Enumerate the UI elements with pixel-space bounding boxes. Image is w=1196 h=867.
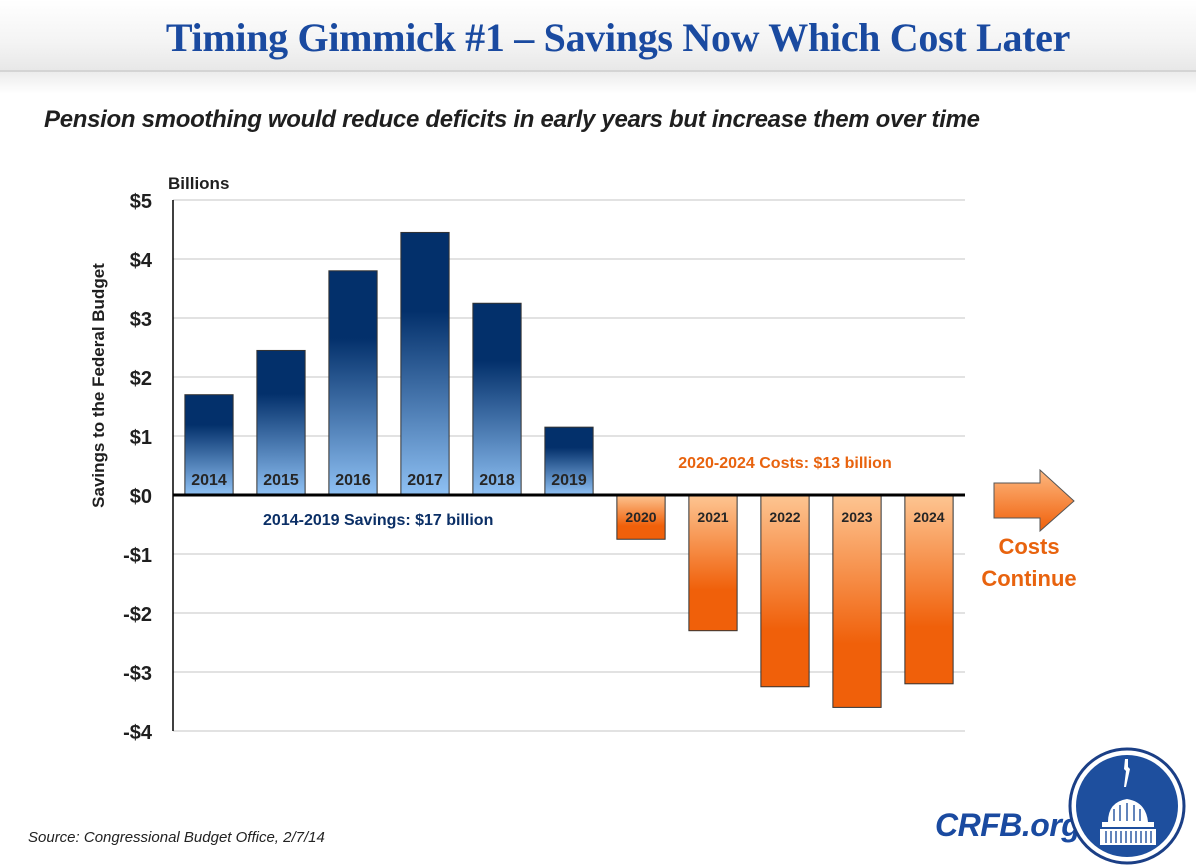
y-tick-label: -$1 — [123, 545, 152, 567]
y-tick-label: $1 — [130, 427, 152, 449]
y-tick-label: -$3 — [123, 663, 152, 685]
y-tick-label: $2 — [130, 368, 152, 390]
y-tick-label: $0 — [130, 486, 152, 508]
y-tick-label: -$4 — [123, 722, 153, 744]
bar-2017 — [400, 231, 450, 496]
savings-annotation: 2014-2019 Savings: $17 billion — [263, 512, 493, 529]
bar-2024 — [904, 494, 954, 685]
costs-continue-annotation-line2: Continue — [981, 566, 1076, 591]
bar-2023 — [832, 494, 882, 708]
right-arrow-icon — [993, 468, 1075, 533]
costs-annotation: 2020-2024 Costs: $13 billion — [678, 455, 891, 472]
y-tick-label: $3 — [130, 309, 152, 331]
bar-2016 — [328, 270, 378, 496]
bar-year-label: 2022 — [769, 509, 800, 525]
bar-year-label: 2021 — [697, 509, 728, 525]
bar-year-label: 2024 — [913, 509, 944, 525]
bar-2022 — [760, 494, 810, 688]
costs-continue-annotation-line1: Costs — [998, 534, 1059, 559]
bar-year-label: 2015 — [263, 472, 299, 489]
bar-year-label: 2018 — [479, 472, 515, 489]
y-axis-ticks: $5 $4 $3 $2 $1 $0 -$1 -$2 -$3 -$4 — [123, 191, 153, 744]
bar-year-label: 2014 — [191, 472, 227, 489]
brand-link[interactable]: CRFB.org — [935, 807, 1081, 843]
chart-subtitle: Pension smoothing would reduce deficits … — [44, 106, 980, 133]
y-tick-label: $4 — [130, 250, 153, 272]
bar-year-label: 2017 — [407, 472, 443, 489]
y-axis-unit-label: Billions — [168, 174, 229, 193]
bar-year-label: 2016 — [335, 472, 371, 489]
capitol-dome-seal-icon — [1068, 747, 1186, 865]
y-tick-label: $5 — [130, 191, 152, 213]
header-shadow — [0, 72, 1196, 94]
bar-year-label: 2019 — [551, 472, 587, 489]
bars — [184, 231, 954, 708]
bar-2015 — [256, 349, 306, 496]
bar-year-labels: 2014 2015 2016 2017 2018 2019 2020 2021 2022 2023… — [191, 472, 945, 525]
y-axis-title: Savings to the Federal Budget — [89, 263, 108, 508]
source-note: Source: Congressional Budget Office, 2/7… — [28, 829, 325, 846]
bar-year-label: 2023 — [841, 509, 872, 525]
gridlines — [173, 199, 965, 732]
bar-2014 — [184, 394, 234, 496]
bar-2021 — [688, 494, 738, 632]
bar-2020 — [616, 494, 666, 540]
y-tick-label: -$2 — [123, 604, 152, 626]
header-band — [0, 0, 1196, 72]
bar-year-label: 2020 — [625, 509, 656, 525]
page-title: Timing Gimmick #1 – Savings Now Which Co… — [165, 15, 1071, 60]
bar-2018 — [472, 302, 522, 496]
